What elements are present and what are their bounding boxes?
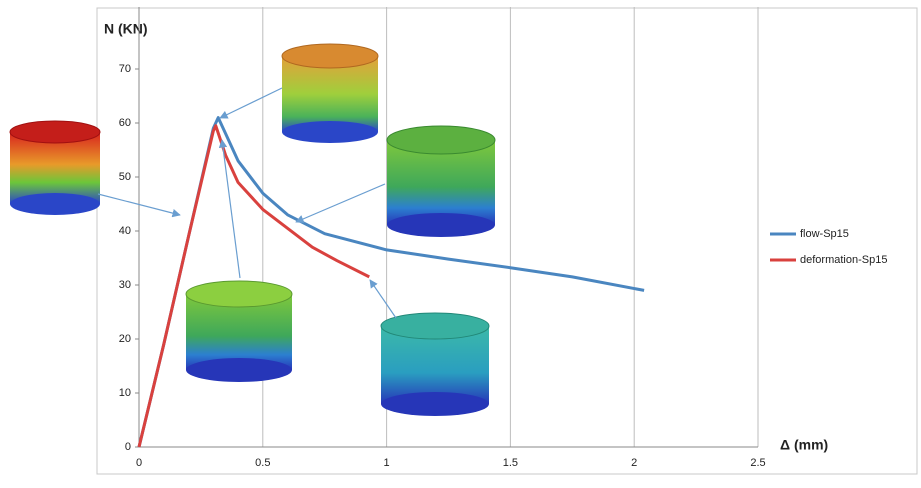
x-tick-label: 2.5 <box>750 457 765 469</box>
chart: N (KN) Δ (mm) 0 0.5 1 1.5 2 2.5 0 10 20 30 40 50 60 7… <box>0 0 921 483</box>
legend: flow-Sp15 deformation-Sp15 <box>770 228 887 266</box>
y-tick-label: 0 <box>125 441 131 453</box>
y-tick-label: 60 <box>119 117 131 129</box>
legend-label: deformation-Sp15 <box>800 254 887 266</box>
legend-label: flow-Sp15 <box>800 228 849 240</box>
cylinder-initial <box>10 121 100 215</box>
x-tick-label: 1 <box>384 457 390 469</box>
x-tick-label: 1.5 <box>503 457 518 469</box>
page: {"chart_data": {"type": "line", "y_label… <box>0 0 921 488</box>
cylinder-deformation <box>381 313 489 416</box>
fea-illustrations <box>10 44 495 416</box>
y-tick-label: 10 <box>119 387 131 399</box>
cylinder-flow <box>387 126 495 237</box>
y-tick-label: 70 <box>119 63 131 75</box>
chart-frame <box>97 8 917 474</box>
x-tick-label: 2 <box>631 457 637 469</box>
cylinder-peak <box>282 44 378 143</box>
y-tick-label: 50 <box>119 171 131 183</box>
y-tick-label: 20 <box>119 333 131 345</box>
cylinder-early <box>186 281 292 382</box>
y-axis-title: N (KN) <box>104 21 148 37</box>
x-axis-title: Δ (mm) <box>780 437 828 453</box>
x-tick-label: 0 <box>136 457 142 469</box>
x-tick-label: 0.5 <box>255 457 270 469</box>
y-tick-label: 30 <box>119 279 131 291</box>
y-tick-label: 40 <box>119 225 131 237</box>
